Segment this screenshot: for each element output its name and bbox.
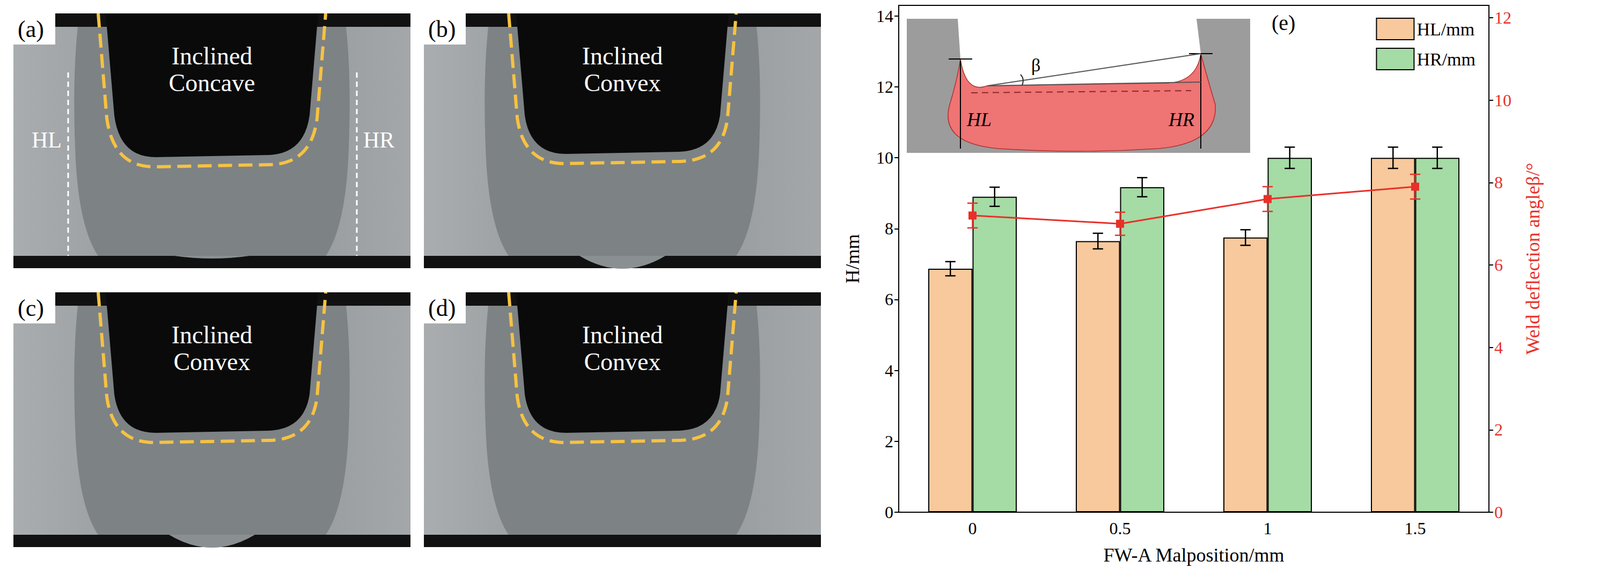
svg-text:1.5: 1.5 [1404, 518, 1427, 539]
svg-text:(a): (a) [17, 16, 44, 43]
svg-text:HR: HR [363, 127, 395, 153]
svg-text:2: 2 [1494, 420, 1503, 440]
svg-text:6: 6 [884, 289, 894, 310]
svg-text:HL: HL [966, 108, 992, 131]
svg-text:H/mm: H/mm [841, 233, 864, 284]
svg-text:12: 12 [1494, 8, 1512, 28]
svg-text:Weld deflection angleβ/°: Weld deflection angleβ/° [1522, 163, 1544, 356]
svg-text:8: 8 [1494, 172, 1503, 193]
svg-text:2: 2 [884, 431, 894, 452]
svg-text:InclinedConvex: InclinedConvex [171, 321, 253, 377]
svg-text:0: 0 [1494, 502, 1503, 523]
svg-text:InclinedConvex: InclinedConvex [582, 321, 664, 377]
svg-text:InclinedConvex: InclinedConvex [582, 42, 664, 98]
svg-text:β: β [1031, 55, 1041, 76]
svg-text:10: 10 [1494, 90, 1512, 110]
svg-text:(b): (b) [428, 16, 456, 43]
svg-text:10: 10 [876, 148, 894, 168]
svg-text:12: 12 [876, 77, 894, 97]
svg-text:1: 1 [1263, 518, 1273, 539]
svg-text:(e): (e) [1271, 10, 1296, 35]
svg-text:4: 4 [884, 361, 894, 381]
svg-text:0: 0 [968, 518, 978, 539]
svg-text:14: 14 [876, 6, 894, 26]
svg-text:6: 6 [1494, 255, 1503, 275]
svg-text:8: 8 [884, 218, 894, 239]
svg-text:HR: HR [1168, 108, 1195, 131]
svg-text:FW-A Malposition/mm: FW-A Malposition/mm [1103, 544, 1284, 567]
svg-text:InclinedConcave: InclinedConcave [169, 42, 256, 98]
svg-text:HL: HL [31, 127, 62, 153]
svg-text:(d): (d) [428, 295, 456, 322]
svg-text:4: 4 [1494, 338, 1503, 358]
svg-text:HR/mm: HR/mm [1416, 49, 1476, 70]
svg-text:HL/mm: HL/mm [1416, 19, 1475, 40]
svg-text:0: 0 [884, 502, 894, 523]
svg-text:0.5: 0.5 [1109, 518, 1132, 539]
svg-text:(c): (c) [17, 295, 44, 322]
